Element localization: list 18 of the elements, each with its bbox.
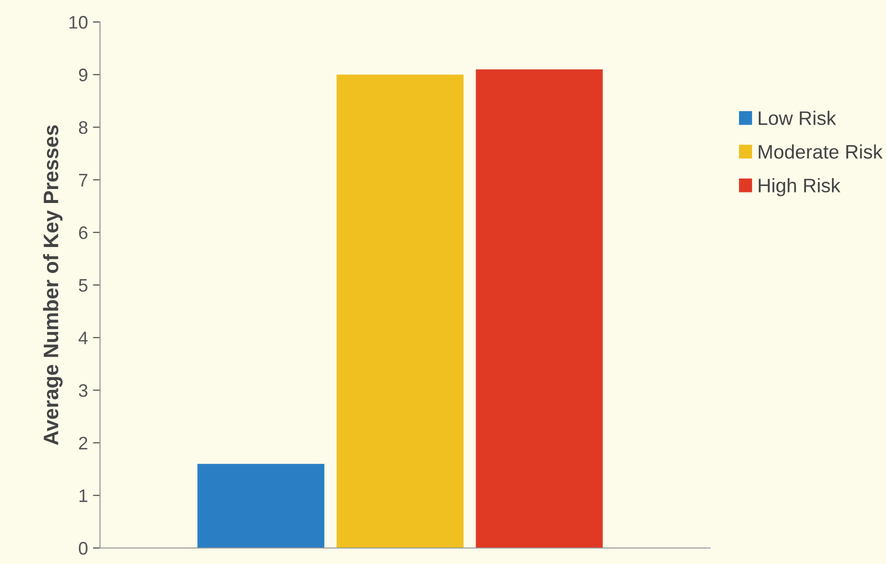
bar — [336, 74, 464, 548]
bar — [476, 69, 603, 548]
y-tick-label: 1 — [80, 490, 88, 502]
y-axis-title: Average Number of Key Presses — [43, 125, 63, 446]
y-tick-label: 7 — [79, 174, 88, 186]
y-tick-label: 9 — [79, 68, 88, 82]
y-tick-label: 2 — [79, 436, 88, 450]
legend-label: High Risk — [758, 178, 840, 196]
y-tick-label: 0 — [78, 542, 88, 555]
legend-label: Low Risk — [758, 110, 836, 126]
y-tick-label: 10 — [69, 16, 88, 29]
y-tick-label: 6 — [79, 226, 88, 240]
y-tick-label: 8 — [78, 121, 88, 134]
legend-label: Moderate Risk — [758, 144, 883, 159]
y-tick-label: 5 — [78, 279, 88, 292]
y-tick-label: 4 — [78, 332, 88, 344]
y-tick-label: 3 — [78, 384, 88, 397]
bar — [197, 464, 324, 548]
